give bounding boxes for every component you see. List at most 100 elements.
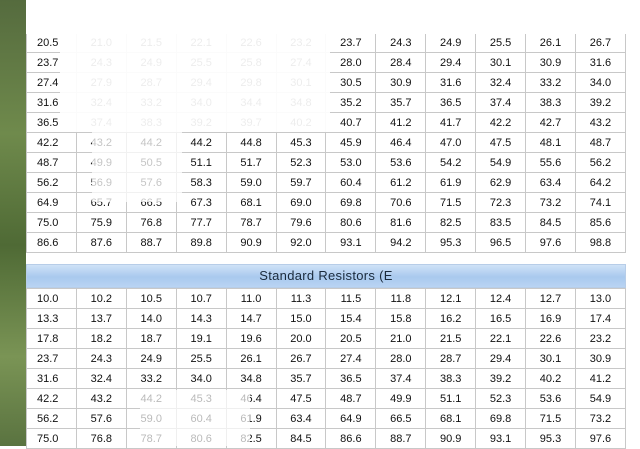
table-cell: 13.7 (75, 308, 127, 329)
table-cell: 16.2 (425, 308, 477, 329)
table-cell: 28.4 (375, 52, 427, 73)
table-cell: 47.5 (275, 388, 327, 409)
table-cell: 67.3 (175, 192, 227, 213)
table-cell: 29.4 (425, 52, 477, 73)
table-cell: 61.2 (375, 172, 427, 193)
table-cell: 23.7 (325, 32, 377, 53)
table-cell: 17.4 (574, 308, 627, 329)
table-cell: 69.0 (275, 192, 327, 213)
table-cell: 80.6 (325, 212, 377, 233)
table-cell: 35.2 (325, 92, 377, 113)
table-cell: 34.0 (574, 72, 627, 93)
table-cell: 56.2 (26, 408, 77, 429)
table-cell: 48.7 (574, 132, 627, 153)
table-cell: 36.5 (425, 92, 477, 113)
table-cell: 49.9 (375, 388, 427, 409)
table-cell: 16.5 (475, 308, 527, 329)
table-cell: 61.9 (425, 172, 477, 193)
table-cell: 43.2 (574, 112, 627, 133)
table-cell: 51.1 (425, 388, 477, 409)
table-banner: Standard Resistors (E (26, 264, 626, 288)
background-foliage (0, 0, 26, 446)
table-cell: 14.7 (225, 308, 277, 329)
table-cell: 83.5 (475, 212, 527, 233)
table-cell: 10.0 (26, 288, 77, 309)
table-cell: 76.8 (125, 212, 177, 233)
table-cell: 17.8 (26, 328, 77, 349)
table-cell: 69.8 (325, 192, 377, 213)
table-cell: 26.7 (574, 32, 627, 53)
table-cell: 68.1 (425, 408, 477, 429)
table-cell: 41.2 (375, 112, 427, 133)
table-cell: 44.8 (225, 132, 277, 153)
table-cell: 63.4 (275, 408, 327, 429)
table-cell: 36.5 (325, 368, 377, 389)
table-cell: 11.0 (225, 288, 277, 309)
table-cell: 47.0 (425, 132, 477, 153)
table-cell: 92.0 (275, 232, 327, 253)
table-cell: 12.4 (475, 288, 527, 309)
table-cell: 15.4 (325, 308, 377, 329)
table-cell: 57.6 (75, 408, 127, 429)
table-row: 31.6 32.4 33.2 34.0 34.8 35.7 36.5 37.4 38.3 39.2… (26, 368, 627, 389)
washout-mid (92, 132, 182, 202)
table-cell: 44.2 (175, 132, 227, 153)
table-cell: 22.6 (525, 328, 576, 349)
table-cell: 26.7 (275, 348, 327, 369)
table-cell: 96.5 (475, 232, 527, 253)
table-cell: 48.7 (325, 388, 377, 409)
table-cell: 41.2 (574, 368, 627, 389)
table-cell: 24.9 (425, 32, 477, 53)
table-cell: 42.2 (26, 132, 77, 153)
table-cell: 84.5 (275, 428, 327, 449)
table-cell: 64.9 (325, 408, 377, 429)
table-cell: 59.7 (275, 172, 327, 193)
table-banner-title: Standard Resistors (E (259, 268, 393, 283)
table-cell: 87.6 (75, 232, 127, 253)
table-cell: 75.9 (75, 212, 127, 233)
table-cell: 18.2 (75, 328, 127, 349)
table-cell: 26.1 (525, 32, 576, 53)
table-cell: 45.3 (275, 132, 327, 153)
table-cell: 89.8 (175, 232, 227, 253)
table-cell: 38.3 (425, 368, 477, 389)
table-cell: 62.9 (475, 172, 527, 193)
table-cell: 10.2 (75, 288, 127, 309)
table-cell: 25.5 (175, 348, 227, 369)
table-cell: 10.7 (175, 288, 227, 309)
table-cell: 23.7 (26, 348, 77, 369)
table-cell: 13.3 (26, 308, 77, 329)
table-cell: 72.3 (475, 192, 527, 213)
table-cell: 32.4 (475, 72, 527, 93)
table-cell: 15.8 (375, 308, 427, 329)
table-cell: 30.1 (525, 348, 576, 369)
table-cell: 52.3 (475, 388, 527, 409)
table-cell: 90.9 (225, 232, 277, 253)
table-cell: 93.1 (475, 428, 527, 449)
table-cell: 37.4 (375, 368, 427, 389)
table-cell: 82.5 (425, 212, 477, 233)
table-cell: 29.4 (475, 348, 527, 369)
table-cell: 94.2 (375, 232, 427, 253)
table-cell: 69.8 (475, 408, 527, 429)
table-cell: 42.7 (525, 112, 576, 133)
table-cell: 79.6 (275, 212, 327, 233)
table-cell: 30.9 (375, 72, 427, 93)
table-cell: 13.0 (574, 288, 627, 309)
table-row: 13.3 13.7 14.0 14.3 14.7 15.0 15.4 15.8 16.2 16.5… (26, 308, 627, 329)
table-cell: 42.2 (26, 388, 77, 409)
table-cell: 73.2 (525, 192, 576, 213)
table-cell: 35.7 (275, 368, 327, 389)
table-cell: 22.1 (475, 328, 527, 349)
table-cell: 24.3 (75, 348, 127, 369)
table-cell: 55.6 (525, 152, 576, 173)
table-cell: 24.9 (125, 348, 177, 369)
table-cell: 20.0 (275, 328, 327, 349)
table-cell: 48.1 (525, 132, 576, 153)
table-row: 42.243.244.245.346.447.548.749.951.152.3… (26, 388, 627, 409)
table-cell: 68.1 (225, 192, 277, 213)
table-cell: 71.5 (525, 408, 576, 429)
table-cell: 88.7 (125, 232, 177, 253)
table-row: 23.7 24.3 24.9 25.5 26.1 26.7 27.4 28.0 28.7 29.4… (26, 348, 627, 369)
table-cell: 59.0 (225, 172, 277, 193)
